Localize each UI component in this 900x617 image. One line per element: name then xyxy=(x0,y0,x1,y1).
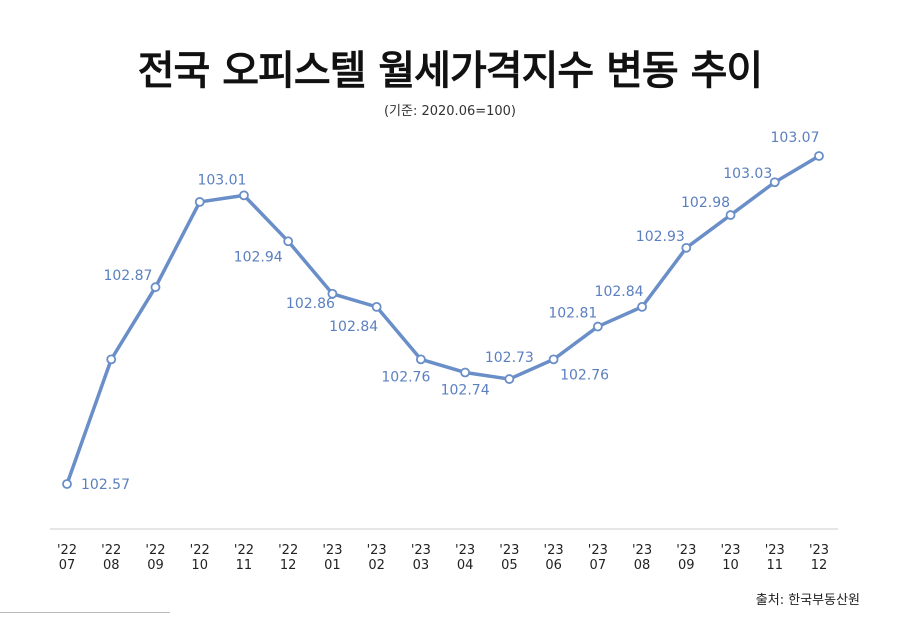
x-tick-label: '23 04 xyxy=(455,543,475,573)
data-label: 102.84 xyxy=(595,284,644,300)
x-tick-label: '23 12 xyxy=(809,543,829,573)
data-label: 102.94 xyxy=(234,249,283,265)
series-line xyxy=(65,154,821,486)
x-tick-label: '22 12 xyxy=(278,543,298,573)
x-tick-label: '23 06 xyxy=(544,543,564,573)
data-point xyxy=(415,354,426,365)
data-label: 102.87 xyxy=(103,268,152,284)
chart-subtitle: (기준: 2020.06=100) xyxy=(383,104,517,119)
x-tick-label: '23 01 xyxy=(322,543,342,573)
data-label: 102.93 xyxy=(636,229,685,245)
x-tick-label: '23 07 xyxy=(588,543,608,573)
data-label: 102.76 xyxy=(560,367,609,383)
data-point xyxy=(548,354,559,365)
data-label: 102.84 xyxy=(329,319,378,335)
data-point xyxy=(814,151,824,161)
x-tick-label: '22 10 xyxy=(190,543,210,573)
data-point xyxy=(283,236,294,247)
data-label: 103.01 xyxy=(197,172,246,188)
data-point xyxy=(460,367,471,378)
data-point xyxy=(504,374,515,384)
x-tick-label: '22 08 xyxy=(101,543,121,573)
x-tick-label: '23 11 xyxy=(765,543,785,573)
data-point xyxy=(239,190,249,201)
data-label: 102.57 xyxy=(81,477,130,493)
data-point xyxy=(769,177,780,188)
data-label: 103.03 xyxy=(723,166,772,182)
data-label: 102.81 xyxy=(548,306,597,322)
data-label: 102.86 xyxy=(286,296,335,312)
data-point xyxy=(62,479,72,489)
data-point xyxy=(327,288,338,299)
data-label: 102.74 xyxy=(441,382,490,398)
data-point xyxy=(371,301,382,312)
x-tick-label: '22 07 xyxy=(57,543,77,573)
x-tick-label: '23 03 xyxy=(411,543,431,573)
data-point xyxy=(592,321,603,332)
x-tick-label: '23 09 xyxy=(676,543,696,573)
data-point xyxy=(194,197,205,207)
x-tick-label: '23 10 xyxy=(720,543,740,573)
x-tick-label: '22 11 xyxy=(234,543,254,573)
data-point xyxy=(725,210,736,220)
x-tick-label: '22 09 xyxy=(145,543,165,573)
data-point xyxy=(681,242,692,253)
data-label: 103.07 xyxy=(771,130,820,146)
data-label: 102.76 xyxy=(381,369,430,385)
x-tick-label: '23 02 xyxy=(367,543,387,573)
source-note: 출처: 한국부동산원 xyxy=(755,593,860,608)
x-tick-label: '23 05 xyxy=(499,543,519,573)
footer-divider xyxy=(0,612,170,613)
data-label: 102.98 xyxy=(681,195,730,211)
x-tick-label: '23 08 xyxy=(632,543,652,573)
data-point xyxy=(637,301,647,312)
data-label: 102.73 xyxy=(485,350,534,366)
data-point xyxy=(106,354,117,365)
chart-title: 전국 오피스텔 월세가격지수 변동 추이 xyxy=(137,48,764,94)
data-point xyxy=(150,282,161,293)
